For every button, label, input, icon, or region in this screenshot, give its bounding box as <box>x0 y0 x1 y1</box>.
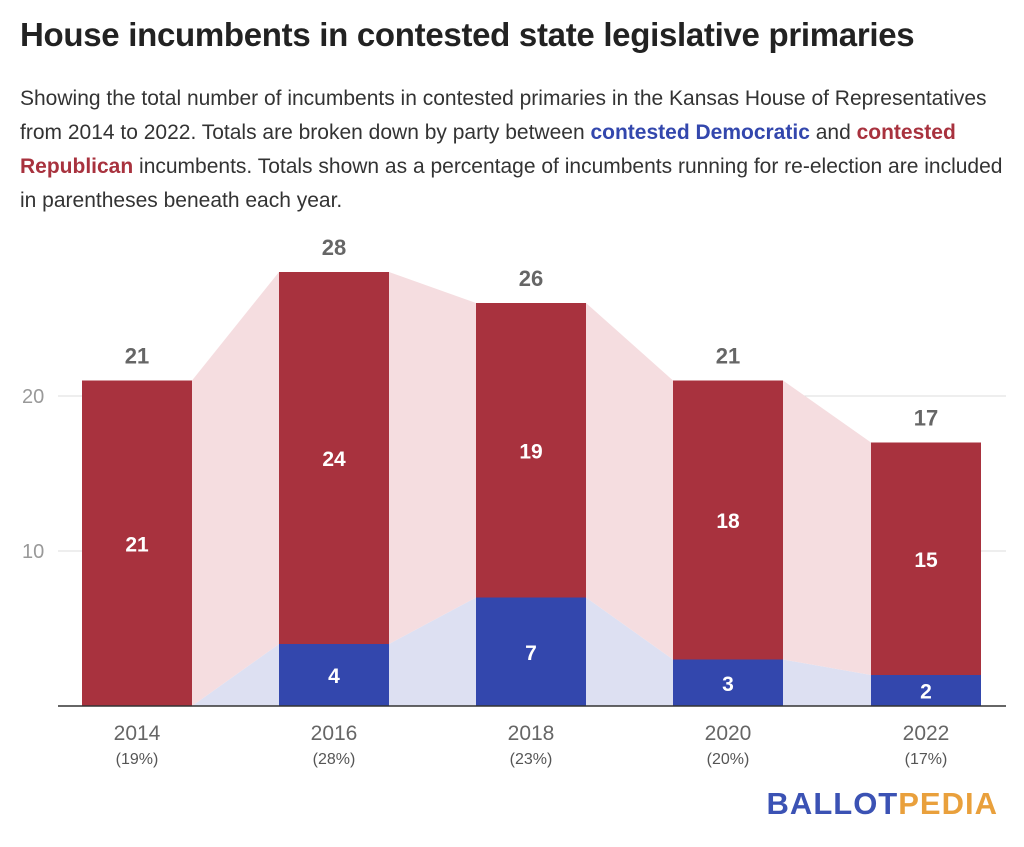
bar-democratic-2016 <box>279 644 389 706</box>
dem-connector-area <box>586 597 673 706</box>
rep-connector-area <box>389 272 476 644</box>
description-text-3: incumbents. Totals shown as a percentage… <box>20 155 1003 212</box>
bar-republican-2020 <box>673 380 783 660</box>
bar-republican-2018 <box>476 303 586 598</box>
legend-republican-label: contested Republican <box>20 121 956 178</box>
x-tick-label-2014: 2014 <box>114 722 161 745</box>
rep-connector-area <box>783 380 871 675</box>
y-tick-label-10: 10 <box>22 541 44 563</box>
x-sublabel-2016: (28%) <box>313 751 356 768</box>
chart-title: House incumbents in contested state legi… <box>20 16 915 53</box>
x-tick-label-2020: 2020 <box>705 722 752 745</box>
data-label-republican-2022: 15 <box>914 549 938 572</box>
data-label-democratic-2016: 4 <box>328 665 340 688</box>
data-label-republican-2020: 18 <box>716 510 740 533</box>
bar-democratic-2020 <box>673 659 783 706</box>
logo-ballot-text: BALLOT <box>766 786 899 821</box>
ballotpedia-logo: BALLOTPEDIA <box>767 786 998 822</box>
x-sublabel-2020: (20%) <box>707 751 750 768</box>
data-label-republican-2016: 24 <box>322 448 346 471</box>
x-sublabel-2022: (17%) <box>905 751 948 768</box>
legend-democratic-label: contested Democratic <box>590 121 810 144</box>
total-label-2016: 28 <box>322 235 346 260</box>
bar-republican-2014 <box>82 380 192 706</box>
y-tick-label-20: 20 <box>22 386 44 408</box>
description-text-1: Showing the total number of incumbents i… <box>20 87 987 144</box>
rep-connector-area <box>192 272 279 706</box>
chart-description: Showing the total number of incumbents i… <box>20 82 1005 218</box>
data-label-democratic-2018: 7 <box>525 642 537 665</box>
total-label-2014: 21 <box>125 344 149 369</box>
total-label-2020: 21 <box>716 344 740 369</box>
dem-connector-area <box>389 597 476 706</box>
data-label-democratic-2022: 2 <box>920 681 932 704</box>
bar-democratic-2022 <box>871 675 981 706</box>
description-text-2: and <box>809 121 857 144</box>
data-label-republican-2014: 21 <box>125 533 149 556</box>
total-label-2018: 26 <box>519 266 543 291</box>
x-tick-label-2022: 2022 <box>903 722 950 745</box>
bar-republican-2022 <box>871 442 981 675</box>
x-sublabel-2018: (23%) <box>510 751 553 768</box>
logo-pedia-text: PEDIA <box>898 786 998 821</box>
x-tick-label-2016: 2016 <box>311 722 358 745</box>
x-tick-label-2018: 2018 <box>508 722 555 745</box>
data-label-republican-2018: 19 <box>519 440 542 463</box>
bar-republican-2016 <box>279 272 389 644</box>
rep-connector-area <box>586 303 673 660</box>
data-label-democratic-2020: 3 <box>722 673 734 696</box>
total-label-2022: 17 <box>914 406 938 431</box>
bar-democratic-2018 <box>476 597 586 706</box>
x-sublabel-2014: (19%) <box>116 751 159 768</box>
